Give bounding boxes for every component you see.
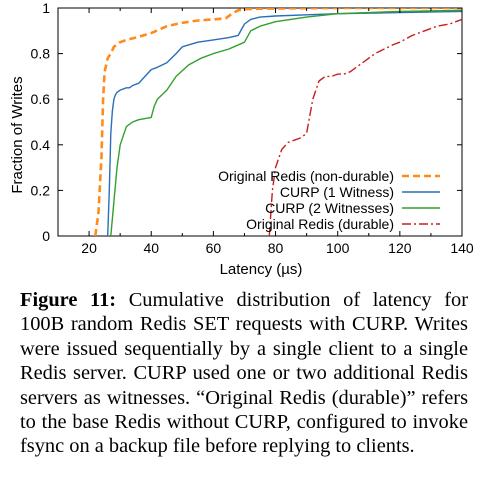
figure-caption-text: Cumulative distribution of latency for 1… [20, 289, 469, 458]
y-tick-label: 0 [42, 228, 50, 244]
y-tick-label: 0.2 [31, 182, 51, 198]
legend-label: Original Redis (non-durable) [218, 168, 394, 184]
legend-label: CURP (2 Witnesses) [265, 200, 394, 216]
series-line [94, 8, 462, 236]
x-tick-label: 120 [388, 240, 412, 256]
y-tick-label: 0.8 [31, 46, 51, 62]
legend-label: CURP (1 Witness) [280, 184, 394, 200]
y-tick-label: 0.6 [31, 91, 51, 107]
series-layer [94, 8, 462, 236]
ticks: 20 40 60 80 100 120 140 0 0.2 0.4 0.6 0.8 1 [31, 0, 474, 256]
x-tick-label: 140 [450, 240, 474, 256]
x-axis-label: Latency (µs) [220, 261, 303, 278]
y-tick-label: 0.4 [31, 137, 51, 153]
x-tick-label: 20 [81, 240, 97, 256]
x-tick-label: 80 [268, 240, 284, 256]
x-tick-label: 100 [326, 240, 350, 256]
series-line [110, 9, 462, 236]
x-tick-label: 40 [143, 240, 159, 256]
figure-caption: Figure 11: Cumulative distribution of la… [20, 288, 468, 459]
series-line [268, 18, 462, 236]
figure-caption-label: Figure 11: [20, 289, 117, 311]
y-axis-label: Fraction of Writes [9, 76, 26, 193]
y-tick-label: 1 [42, 0, 50, 16]
legend-label: Original Redis (durable) [246, 216, 394, 232]
x-tick-label: 60 [206, 240, 222, 256]
series-line [107, 10, 462, 236]
latency-cdf-chart: 20 40 60 80 100 120 140 0 0.2 0.4 0.6 0.8 1 Fraction… [9, 0, 474, 278]
legend: Original Redis (non-durable)CURP (1 Witn… [218, 168, 440, 232]
